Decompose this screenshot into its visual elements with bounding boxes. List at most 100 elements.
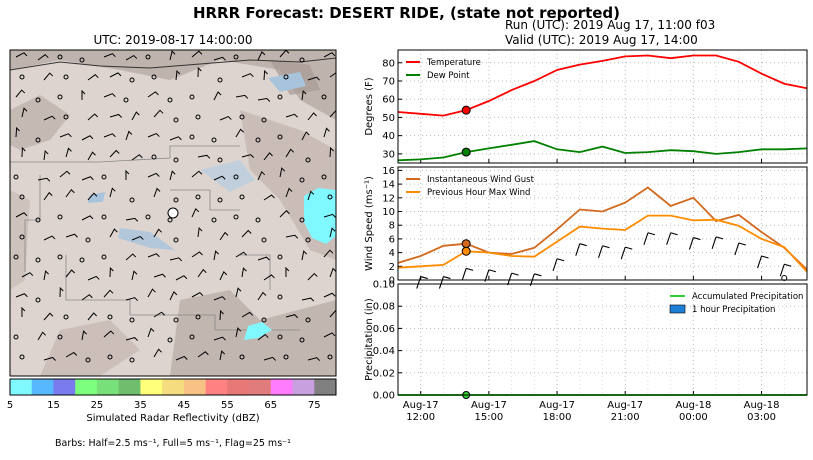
radar-echo <box>304 188 336 244</box>
radar-echo <box>244 322 272 340</box>
wind-barb <box>125 54 138 61</box>
wind-barb <box>507 272 519 286</box>
barbs-legend-note: Barbs: Half=2.5 ms⁻¹, Full=5 ms⁻¹, Flag=… <box>55 438 291 449</box>
wind-barb <box>552 258 565 271</box>
wind-barb <box>301 131 310 141</box>
wind-barb <box>257 333 269 341</box>
wind-barb <box>125 337 139 341</box>
wind-barb <box>263 356 276 361</box>
legend-label: Previous Hour Max Wind <box>427 188 530 198</box>
wind-barb <box>263 69 268 81</box>
wind-barb <box>197 226 203 238</box>
colorbar-tick-label: 65 <box>264 400 277 411</box>
calm-wind-marker <box>57 254 63 260</box>
calm-wind-marker <box>173 157 179 163</box>
y-tick-label: 4 <box>389 248 395 259</box>
colorbar-swatch <box>183 379 206 395</box>
wind-barb <box>153 311 165 318</box>
wind-barb <box>103 330 115 338</box>
colorbar-swatch <box>292 379 315 395</box>
x-tick-label: 12:00 <box>406 412 435 423</box>
current-time-marker <box>461 147 471 157</box>
calm-wind-marker <box>211 137 217 143</box>
wind-barb <box>125 169 130 181</box>
calm-wind-marker <box>57 214 63 220</box>
wind-barb <box>175 355 188 361</box>
wind-barb <box>169 136 182 141</box>
calm-wind-marker <box>13 334 19 340</box>
wind-barb <box>169 170 176 181</box>
figure-title: HRRR Forecast: DESERT RIDE, (state not r… <box>192 4 621 22</box>
wind-barb <box>131 235 144 241</box>
calm-wind-marker <box>321 94 327 100</box>
chart-panel-3: 0.00 0.02 0.04 0.06 0.08 0.10 Precipitation (i… <box>364 280 808 402</box>
calm-wind-marker <box>321 174 327 180</box>
y-tick-label: 0.06 <box>373 324 395 335</box>
wind-barb <box>109 72 122 78</box>
calm-wind-marker <box>167 97 173 103</box>
calm-wind-marker <box>173 237 179 243</box>
wind-barb <box>307 112 317 121</box>
wind-barb <box>597 245 610 258</box>
wind-barb <box>147 253 160 258</box>
legend-label: Dew Point <box>427 71 470 81</box>
y-tick-label: 10 <box>382 207 395 218</box>
wind-barb <box>285 266 290 278</box>
wind-barb <box>241 154 255 158</box>
wind-barb <box>153 348 162 358</box>
colorbar-swatch <box>162 379 185 395</box>
calm-wind-marker <box>327 194 333 200</box>
calm-wind-marker <box>129 317 135 323</box>
wind-barb <box>109 187 116 198</box>
calm-wind-marker <box>239 114 245 120</box>
colorbar-tick-label: 25 <box>91 400 104 411</box>
wind-barb <box>109 149 120 158</box>
wind-barb <box>323 249 334 258</box>
wind-barb <box>37 54 49 61</box>
current-time-marker <box>461 246 471 256</box>
wind-barb <box>43 150 49 161</box>
wind-barb <box>131 111 140 121</box>
calm-wind-marker <box>233 54 239 60</box>
wind-barb <box>213 175 226 181</box>
x-tick-label: 00:00 <box>679 412 708 423</box>
wind-barb <box>87 275 100 281</box>
calm-wind-marker <box>35 217 41 223</box>
wind-barb <box>416 276 428 289</box>
wind-barb <box>213 250 219 261</box>
x-axis-labels: Aug-1712:00Aug-1715:00Aug-1718:00Aug-172… <box>403 400 780 423</box>
wind-barb <box>301 250 308 261</box>
wind-barb <box>81 135 94 141</box>
wind-barb <box>59 286 64 298</box>
calm-wind-marker <box>57 94 63 100</box>
y-tick-label: 70 <box>382 76 395 87</box>
calm-wind-marker <box>195 314 201 320</box>
wind-barb <box>15 293 28 298</box>
wind-barb <box>329 267 336 278</box>
calm-wind-marker <box>151 74 157 80</box>
plot-frame <box>397 166 808 281</box>
y-tick-label: 40 <box>382 131 395 142</box>
y-axis-label: Wind Speed (ms⁻¹) <box>364 176 375 271</box>
wind-barb <box>529 273 542 287</box>
wind-barb <box>757 255 769 269</box>
calm-wind-marker <box>261 117 267 123</box>
y-tick-label: 2 <box>389 262 395 273</box>
y-axis-label: Degrees (F) <box>364 77 375 135</box>
wind-barb <box>65 233 78 238</box>
wind-barb <box>147 132 160 138</box>
calm-wind-marker <box>13 174 19 180</box>
calm-wind-marker <box>35 297 41 303</box>
wind-barb <box>734 242 746 256</box>
calm-wind-marker <box>107 314 113 320</box>
x-tick-label: Aug-17 <box>607 400 643 411</box>
wind-barb <box>103 93 116 98</box>
calm-wind-marker <box>283 354 289 360</box>
wind-barb <box>235 327 242 338</box>
wind-barb <box>257 291 267 301</box>
calm-wind-marker <box>211 217 217 223</box>
wind-barb <box>37 177 51 182</box>
calm-wind-marker <box>217 157 223 163</box>
wind-barb <box>241 267 247 278</box>
wind-barb <box>575 243 587 256</box>
